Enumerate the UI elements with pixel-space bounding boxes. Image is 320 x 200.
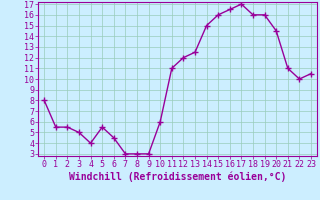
X-axis label: Windchill (Refroidissement éolien,°C): Windchill (Refroidissement éolien,°C) bbox=[69, 172, 286, 182]
